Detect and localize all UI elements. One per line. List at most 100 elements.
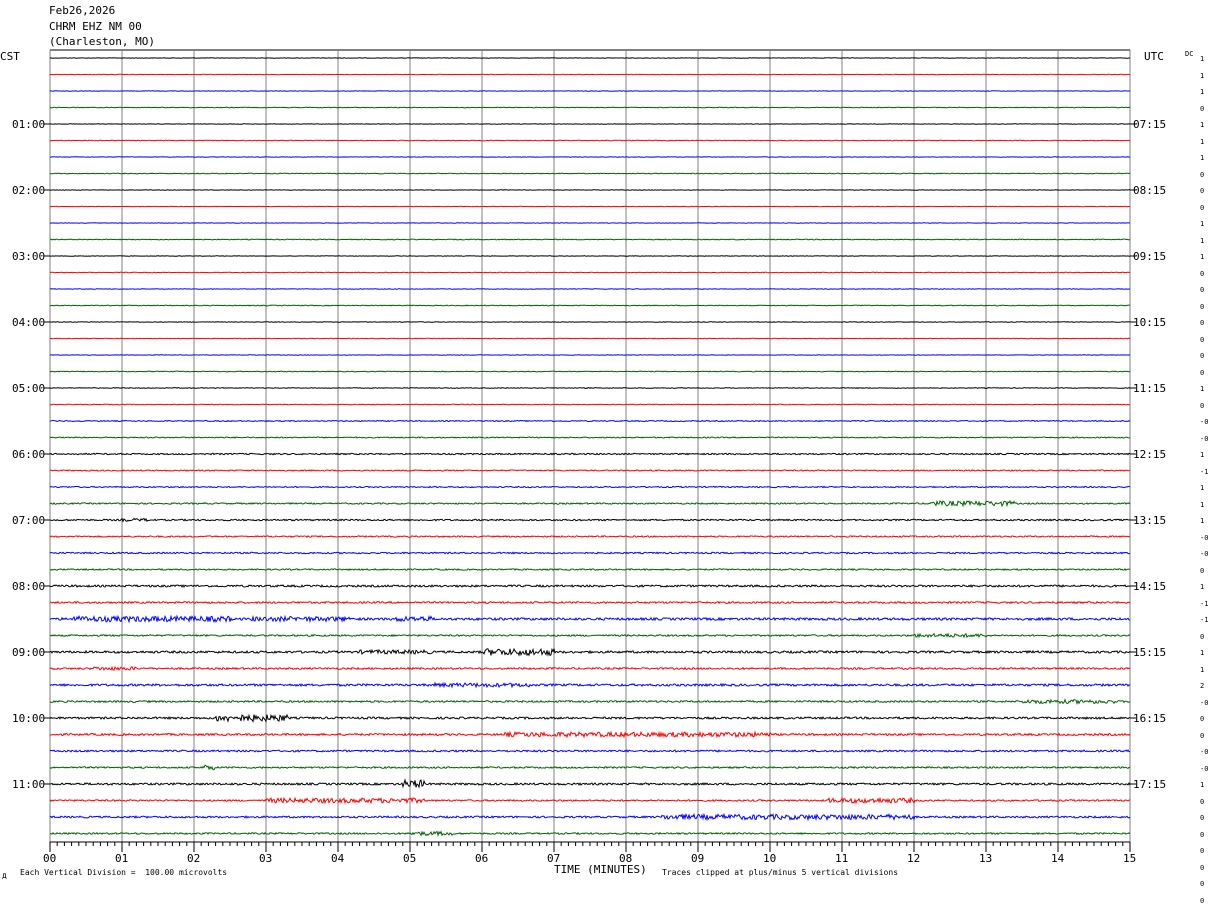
- left-timezone-label: CST: [0, 50, 20, 63]
- dc-value: -0: [1200, 764, 1209, 773]
- dc-value: 1: [1200, 781, 1205, 789]
- x-tick-label: 14: [1051, 852, 1065, 865]
- time-grid: [49, 49, 1131, 842]
- trace-row-2: [49, 73, 1131, 76]
- dc-value: 1: [1200, 451, 1205, 459]
- trace-row-46: [49, 796, 1131, 805]
- dc-value: 0: [1200, 187, 1205, 195]
- trace-row-22: [49, 403, 1131, 406]
- x-tick-label: 15: [1123, 852, 1137, 865]
- trace-row-36: [49, 632, 1131, 639]
- trace-row-7: [49, 156, 1131, 158]
- dc-column-header: DC: [1185, 50, 1194, 58]
- dc-value: 0: [1200, 566, 1205, 575]
- trace-row-1: [49, 57, 1131, 59]
- left-hour-label: 06:00: [12, 448, 46, 461]
- trace-row-24: [49, 436, 1131, 439]
- x-tick-label: 07: [547, 852, 561, 865]
- dc-value: 1: [1200, 71, 1205, 80]
- dc-value: -0: [1200, 698, 1209, 707]
- x-tick-label: 03: [259, 852, 273, 865]
- trace-row-48: [49, 830, 1131, 837]
- x-tick-label: 02: [187, 852, 201, 865]
- dc-value: 1: [1200, 137, 1205, 146]
- dc-value: -1: [1200, 599, 1209, 608]
- right-hour-label: 10:15: [1133, 316, 1167, 329]
- dc-value: 1: [1200, 649, 1205, 657]
- right-hour-label: 12:15: [1133, 448, 1167, 461]
- clip-note: Traces clipped at plus/minus 5 vertical …: [662, 868, 899, 877]
- dc-value: 0: [1200, 896, 1205, 905]
- trace-row-8: [49, 172, 1131, 175]
- trace-row-25: [49, 452, 1131, 456]
- dc-value: 0: [1200, 731, 1205, 740]
- dc-value: -0: [1200, 550, 1209, 558]
- dc-value: 1: [1200, 517, 1205, 525]
- dc-value: 0: [1200, 104, 1205, 113]
- left-hour-label: 02:00: [12, 184, 46, 197]
- trace-row-41: [49, 713, 1131, 723]
- trace-row-3: [49, 90, 1131, 92]
- seismogram-plot: [44, 49, 1136, 852]
- trace-row-23: [49, 419, 1131, 423]
- right-hour-label: 11:15: [1133, 382, 1167, 395]
- trace-row-15: [49, 288, 1131, 290]
- dc-value: 0: [1200, 847, 1205, 855]
- right-hour-label: 16:15: [1133, 712, 1167, 725]
- dc-value: 0: [1200, 302, 1205, 311]
- trace-row-12: [49, 238, 1131, 241]
- dc-value: 0: [1200, 319, 1205, 327]
- left-hour-label: 07:00: [12, 514, 46, 527]
- x-tick-label: 08: [619, 852, 633, 865]
- trace-row-40: [49, 698, 1131, 706]
- left-hour-label: 09:00: [12, 646, 46, 659]
- dc-value: 1: [1200, 583, 1205, 591]
- trace-row-43: [49, 749, 1131, 753]
- trace-row-21: [49, 387, 1131, 389]
- right-hour-label: 14:15: [1133, 580, 1167, 593]
- right-hour-label: 13:15: [1133, 514, 1167, 527]
- trace-row-44: [49, 764, 1131, 771]
- dc-value: 1: [1200, 385, 1205, 393]
- trace-row-29: [49, 517, 1131, 523]
- x-tick-label: 13: [979, 852, 993, 865]
- trace-row-20: [49, 370, 1131, 373]
- trace-row-39: [49, 681, 1131, 689]
- dc-value: 1: [1200, 236, 1205, 245]
- dc-value: 0: [1200, 203, 1205, 212]
- dc-value: 0: [1200, 814, 1205, 822]
- dc-value: 0: [1200, 401, 1205, 410]
- left-hour-label: 01:00: [12, 118, 46, 131]
- dc-value: 1: [1200, 220, 1205, 228]
- right-hour-label: 17:15: [1133, 778, 1167, 791]
- trace-row-18: [49, 337, 1131, 340]
- dc-value: 1: [1200, 253, 1205, 261]
- dc-value: 0: [1200, 880, 1205, 888]
- dc-value: 1: [1200, 154, 1205, 162]
- dc-value: 0: [1200, 368, 1205, 377]
- right-hour-label: 07:15: [1133, 118, 1167, 131]
- trace-row-32: [49, 568, 1131, 572]
- trace-row-38: [49, 665, 1131, 671]
- trace-row-4: [49, 106, 1131, 109]
- dc-value: 0: [1200, 797, 1205, 806]
- x-tick-label: 10: [763, 852, 777, 865]
- trace-row-14: [49, 271, 1131, 274]
- time-axis: [44, 123, 1136, 852]
- x-tick-label: 12: [907, 852, 921, 865]
- trace-row-35: [49, 614, 1131, 624]
- trace-row-9: [49, 189, 1130, 191]
- trace-row-10: [49, 205, 1131, 208]
- dc-value: 1: [1200, 88, 1205, 96]
- dc-value: 1: [1200, 665, 1205, 674]
- trace-row-11: [49, 222, 1131, 224]
- dc-value: -1: [1200, 616, 1209, 624]
- trace-rows: [49, 57, 1131, 837]
- x-tick-label: 00: [43, 852, 57, 865]
- left-hour-label: 04:00: [12, 316, 46, 329]
- dc-value: 0: [1200, 863, 1205, 872]
- trace-row-45: [49, 778, 1131, 789]
- trace-row-16: [49, 304, 1131, 307]
- dc-value: -0: [1200, 434, 1209, 443]
- trace-row-5: [49, 123, 1131, 125]
